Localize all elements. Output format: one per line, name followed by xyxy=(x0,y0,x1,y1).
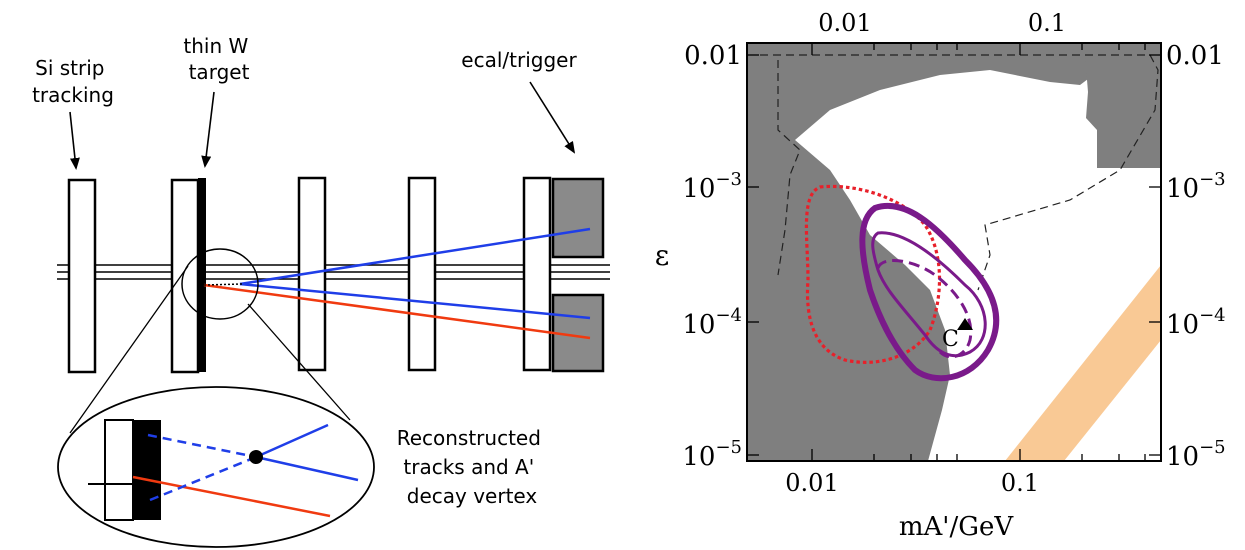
x-tick-top-2: 0.1 xyxy=(1028,9,1066,37)
label-ecal: ecal/trigger xyxy=(461,48,577,72)
tracking-plane-1 xyxy=(67,178,97,374)
excluded-region-upper-right xyxy=(1084,43,1161,168)
red-track xyxy=(203,283,591,340)
tracking-plane-5 xyxy=(522,176,552,372)
inset-red-track xyxy=(132,475,331,518)
arrow-tracking xyxy=(69,111,80,170)
blue-track-lower xyxy=(239,282,591,320)
x-axis-label: mA'/GeV xyxy=(899,512,1014,542)
point-c-label: C xyxy=(942,327,959,352)
blue-track-upper xyxy=(239,227,591,286)
y-tick-right-3: 10−4 xyxy=(1166,305,1226,340)
zoom-connector-left xyxy=(69,265,189,434)
tracking-plane-4 xyxy=(407,176,437,372)
y-tick-right-1: 0.01 xyxy=(1166,41,1224,71)
y-tick-left-1: 0.01 xyxy=(684,41,742,71)
y-tick-left-2: 10−3 xyxy=(682,169,742,204)
purple-contour-outer xyxy=(859,203,1000,382)
plot-frame xyxy=(746,42,1162,462)
axis-ticks xyxy=(747,43,1161,461)
zoom-connector-right xyxy=(247,303,351,421)
inset-blue-track-upper xyxy=(255,423,329,459)
decay-dotted-line xyxy=(203,283,243,286)
y-axis-label: ε xyxy=(655,239,670,272)
vertex-inset xyxy=(57,386,375,548)
point-c-marker xyxy=(957,318,973,330)
inset-blue-dashed-upper xyxy=(147,433,257,459)
tracking-plane-2 xyxy=(170,178,200,374)
orange-band xyxy=(1005,265,1161,461)
detector-schematic: Si strip tracking thin W target ecal/tri… xyxy=(32,34,610,548)
y-tick-left-4: 10−5 xyxy=(682,437,742,472)
label-target: thin W target xyxy=(183,34,254,84)
decay-vertex-dot xyxy=(249,450,263,464)
dashed-boundary xyxy=(760,54,1159,291)
inset-blue-track-lower xyxy=(255,455,359,482)
purple-contour-inner xyxy=(871,231,987,358)
x-tick-bottom-1: 0.01 xyxy=(785,469,838,497)
y-tick-right-4: 10−5 xyxy=(1166,437,1226,472)
zoom-region xyxy=(181,248,259,320)
label-tracking: Si strip tracking xyxy=(32,56,114,107)
tungsten-target xyxy=(198,178,206,372)
ecal-block-upper xyxy=(551,177,605,259)
y-tick-right-2: 10−3 xyxy=(1166,169,1226,204)
sensitivity-plot: C 0.01 0.1 0.01 0.1 0.01 10−3 10−4 10−5 … xyxy=(655,9,1226,542)
x-tick-bottom-2: 0.1 xyxy=(1001,469,1039,497)
inset-blue-dashed-lower xyxy=(149,455,257,502)
arrow-ecal xyxy=(529,81,576,154)
excluded-region-left xyxy=(747,43,1100,461)
arrow-target xyxy=(201,91,215,168)
label-reconstructed: Reconstructed tracks and A' decay vertex xyxy=(397,426,548,508)
x-tick-top-1: 0.01 xyxy=(818,9,871,37)
y-tick-left-3: 10−4 xyxy=(682,305,742,340)
beam-lines xyxy=(57,264,610,280)
purple-dashed-contour xyxy=(876,259,973,359)
